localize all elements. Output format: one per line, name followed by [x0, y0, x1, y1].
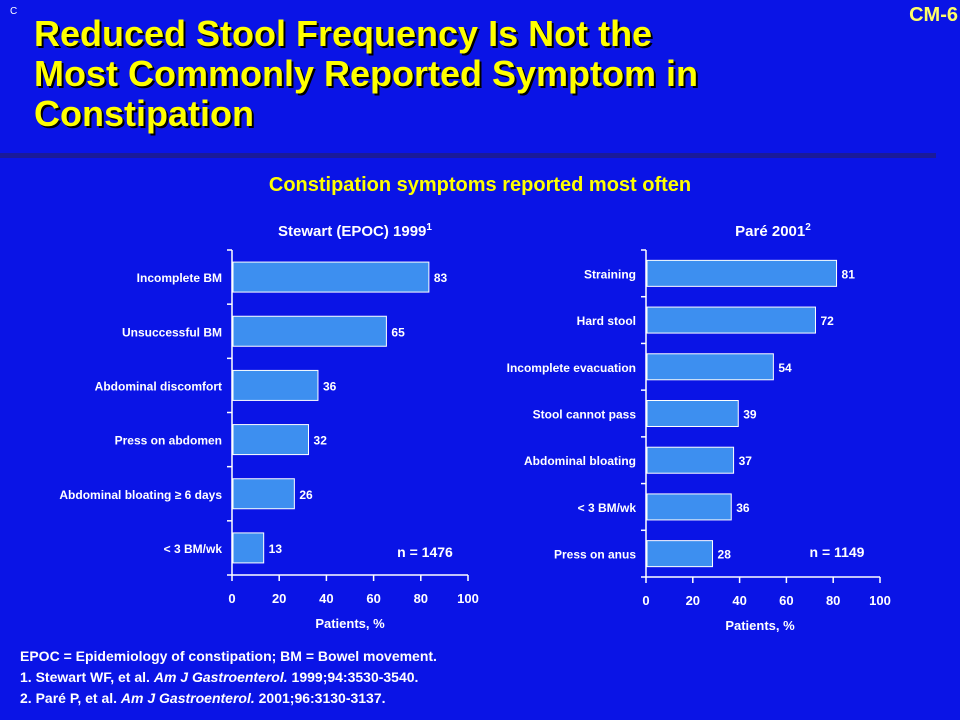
chart2-value-label: 72 [820, 314, 834, 328]
slide-id: CM-6 [909, 4, 958, 26]
chart1-value-label: 83 [434, 271, 448, 285]
chart2-x-tick-label: 80 [826, 593, 840, 608]
chart1-x-tick-label: 60 [366, 591, 380, 606]
chart1-value-label: 26 [299, 488, 313, 502]
chart2-bar [646, 446, 735, 474]
chart1-category-label: Incomplete BM [137, 271, 222, 285]
chart2-category-label: Abdominal bloating [524, 454, 636, 468]
chart1-bar [232, 261, 430, 293]
chart2-value-label: 36 [736, 501, 750, 515]
reference-2-citation: 2001;96:3130-3137. [254, 690, 386, 706]
chart2-x-axis-label: Patients, % [725, 618, 795, 633]
chart2-category-label: Hard stool [577, 314, 636, 328]
slide-title: Reduced Stool Frequency Is Not the Most … [34, 14, 894, 134]
chart2-x-tick-label: 40 [732, 593, 746, 608]
chart2-sample-size: n = 1149 [810, 544, 865, 560]
chart1-value-label: 36 [323, 379, 337, 393]
footnotes: EPOC = Epidemiology of constipation; BM … [20, 646, 920, 709]
chart1-x-tick-label: 100 [457, 591, 479, 606]
chart2-x-tick-label: 100 [869, 593, 891, 608]
chart2-bar [646, 400, 739, 427]
chart1-bar [232, 424, 310, 456]
chart2-category-label: Stool cannot pass [533, 408, 637, 422]
chart2-x-tick-label: 20 [686, 593, 700, 608]
footnote-reference-1: 1. Stewart WF, et al. Am J Gastroenterol… [20, 667, 920, 688]
chart2-value-label: 37 [739, 454, 753, 468]
reference-2-authors: 2. Paré P, et al. [20, 690, 121, 706]
chart1-x-tick-label: 40 [319, 591, 333, 606]
chart2-bar [646, 493, 732, 521]
title-divider [0, 153, 936, 158]
chart1-category-label: < 3 BM/wk [164, 542, 223, 556]
chart2-value-label: 81 [842, 267, 856, 281]
chart2-bar [646, 259, 838, 287]
chart2-x-tick-label: 60 [779, 593, 793, 608]
corner-mark: C [10, 6, 18, 17]
reference-1-authors: 1. Stewart WF, et al. [20, 669, 154, 685]
chart1-category-label: Abdominal bloating ≥ 6 days [59, 488, 222, 502]
chart2-category-label: Press on anus [554, 548, 636, 562]
footnote-reference-2: 2. Paré P, et al. Am J Gastroenterol. 20… [20, 688, 920, 709]
chart2-bar [646, 540, 714, 568]
chart1-x-tick-label: 20 [272, 591, 286, 606]
chart2-category-label: Incomplete evacuation [507, 361, 636, 375]
chart1-category-label: Abdominal discomfort [95, 379, 222, 393]
chart1-bar [232, 532, 265, 564]
chart1-category-label: Unsuccessful BM [122, 325, 222, 339]
chart2-category-label: Straining [584, 267, 636, 281]
chart2-x-tick-label: 0 [642, 593, 649, 608]
chart1-x-tick-label: 80 [414, 591, 428, 606]
chart1-title: Stewart (EPOC) 19991 [278, 222, 432, 240]
chart1-value-label: 65 [391, 325, 405, 339]
slide-title-line-2: Most Commonly Reported Symptom in [34, 53, 699, 94]
chart2-value-label: 54 [778, 361, 792, 375]
chart2-title-superscript: 2 [805, 222, 811, 233]
slide-title-line-1: Reduced Stool Frequency Is Not the [34, 13, 653, 54]
reference-1-citation: 1999;94:3530-3540. [287, 669, 419, 685]
chart2-bar [646, 306, 816, 334]
reference-1-journal: Am J Gastroenterol. [153, 669, 288, 685]
footnote-abbreviations: EPOC = Epidemiology of constipation; BM … [20, 648, 437, 664]
slide-title-line-3: Constipation [34, 93, 254, 134]
chart1-bar [232, 315, 387, 347]
chart1-bar [232, 369, 319, 401]
chart1-x-axis-label: Patients, % [315, 616, 385, 631]
chart1-value-label: 32 [314, 434, 328, 448]
chart1-title-superscript: 1 [426, 222, 432, 233]
chart1-category-label: Press on abdomen [115, 434, 222, 448]
chart1-x-tick-label: 0 [228, 591, 235, 606]
reference-2-journal: Am J Gastroenterol. [120, 690, 255, 706]
chart2-value-label: 28 [718, 548, 732, 562]
chart1-bar [232, 478, 295, 510]
chart2-category-label: < 3 BM/wk [578, 501, 637, 515]
chart1-sample-size: n = 1476 [397, 544, 453, 560]
chart-subtitle: Constipation symptoms reported most ofte… [268, 174, 692, 196]
chart1-value-label: 13 [269, 542, 283, 556]
chart2-title: Paré 20012 [735, 222, 811, 240]
chart2-value-label: 39 [743, 408, 757, 422]
chart2-bar [646, 353, 774, 381]
